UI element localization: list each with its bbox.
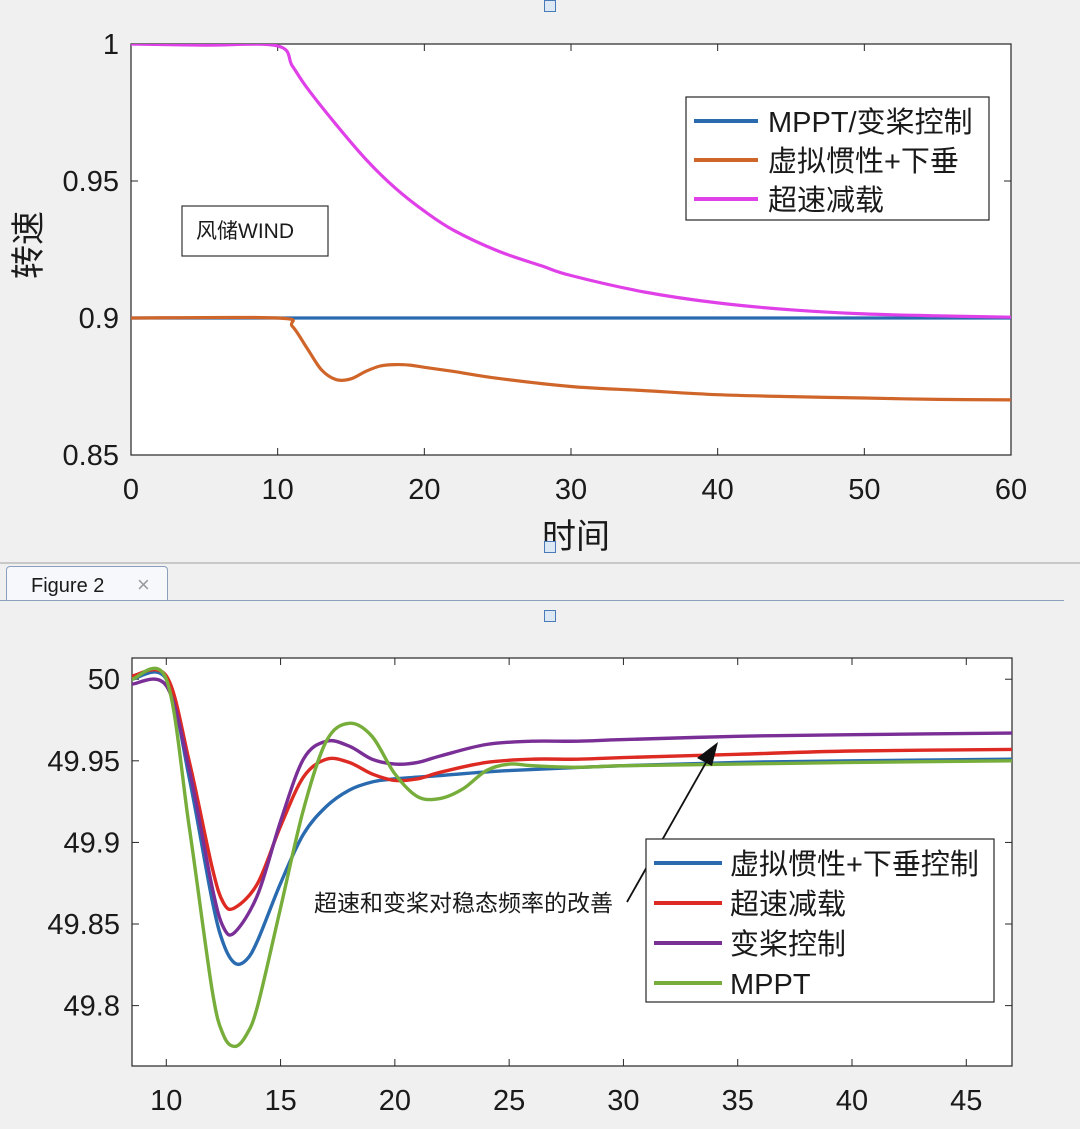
- figure-2-pane: 10 15 20 25 30 35 40 45 49.8 49.85 49.9 49.95 50 超速和变…: [0, 606, 1080, 1124]
- x-tick-label: 40: [702, 474, 734, 506]
- y-tick-label: 0.95: [63, 166, 119, 198]
- tab-baseline: [0, 600, 1064, 601]
- series-line-2: [132, 668, 1012, 912]
- y-tick-label: 49.9: [64, 827, 120, 859]
- y-tick-label: 0.85: [63, 440, 119, 472]
- x-tick-label: 30: [555, 474, 587, 506]
- x-tick-label: 25: [493, 1085, 525, 1117]
- arrow-head: [697, 742, 718, 766]
- legend-label: 超速减载: [730, 888, 846, 921]
- close-icon[interactable]: ×: [137, 572, 150, 597]
- x-tick-label: 50: [848, 474, 880, 506]
- y-tick-label: 50: [88, 664, 120, 696]
- x-tick-label: 10: [262, 474, 294, 506]
- legend-label: 超速减载: [768, 184, 884, 217]
- figure-1-pane: 0 10 20 30 40 50 60 0.85 0.9 0.95 1 时间 转速 风储WIND MPPT/…: [0, 0, 1080, 562]
- figure-tab-strip: Figure 2 ×: [0, 562, 1080, 606]
- series-line-3: [132, 677, 1012, 937]
- annotation-box: [181, 205, 329, 257]
- x-tick-label: 0: [123, 474, 139, 506]
- tab-figure-2[interactable]: Figure 2 ×: [6, 566, 168, 601]
- series-line-4: [132, 666, 1012, 1049]
- annotation-text: 超速和变桨对稳态频率的改善: [314, 890, 613, 916]
- annotation-text: 风储WIND: [196, 220, 294, 243]
- legend-label: MPPT: [730, 969, 811, 1001]
- chart-2: 10 15 20 25 30 35 40 45 49.8 49.85 49.9 49.95 50 超速和变…: [47, 657, 1013, 1117]
- legend-label: 虚拟惯性+下垂: [768, 145, 959, 178]
- x-tick-label: 20: [408, 474, 440, 506]
- x-tick-label: 60: [995, 474, 1027, 506]
- x-tick-label: 40: [836, 1085, 868, 1117]
- legend-label: 虚拟惯性+下垂控制: [730, 848, 979, 881]
- y-tick-label: 0.9: [79, 303, 119, 335]
- x-tick-label: 45: [950, 1085, 982, 1117]
- y-tick-label: 1: [103, 29, 119, 61]
- y-tick-label: 49.85: [47, 909, 120, 941]
- x-tick-label: 20: [379, 1085, 411, 1117]
- series-line-2: [131, 315, 1011, 402]
- annotation-arrow: [626, 758, 709, 903]
- x-tick-label: 10: [150, 1085, 182, 1117]
- dock-handle-bottom[interactable]: [544, 541, 556, 553]
- x-tick-label: 35: [722, 1085, 754, 1117]
- divider: [0, 562, 1080, 564]
- y-tick-label: 49.95: [47, 746, 120, 778]
- legend: [645, 838, 995, 1003]
- series-line-3: [131, 44, 1011, 319]
- y-axis-label: 转速: [10, 211, 48, 279]
- x-tick-label: 30: [607, 1085, 639, 1117]
- tab-label: Figure 2: [31, 575, 105, 597]
- dock-handle-top[interactable]: [544, 0, 556, 12]
- legend-label: 变桨控制: [730, 928, 846, 961]
- y-tick-label: 49.8: [64, 991, 120, 1023]
- dock-handle-top[interactable]: [544, 610, 556, 622]
- x-tick-label: 15: [264, 1085, 296, 1117]
- legend-label: MPPT/变桨控制: [768, 106, 973, 139]
